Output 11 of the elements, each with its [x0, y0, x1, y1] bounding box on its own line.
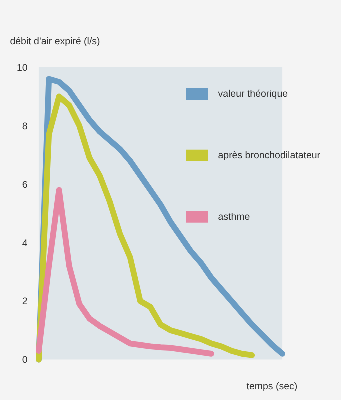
- y-tick-label: 10: [16, 62, 28, 74]
- legend-label: valeur théorique: [218, 89, 288, 100]
- y-tick-label: 8: [22, 121, 28, 132]
- legend-label: asthme: [218, 212, 250, 223]
- y-tick-label: 0: [22, 355, 28, 366]
- y-tick-label: 6: [22, 180, 28, 191]
- y-tick-label: 2: [22, 296, 28, 308]
- y-axis-title: débit d'air expiré (l/s): [10, 36, 100, 48]
- x-axis-title: temps (sec): [246, 382, 298, 393]
- y-tick-label: 4: [22, 238, 28, 250]
- legend-label: après bronchodilatateur: [218, 150, 322, 162]
